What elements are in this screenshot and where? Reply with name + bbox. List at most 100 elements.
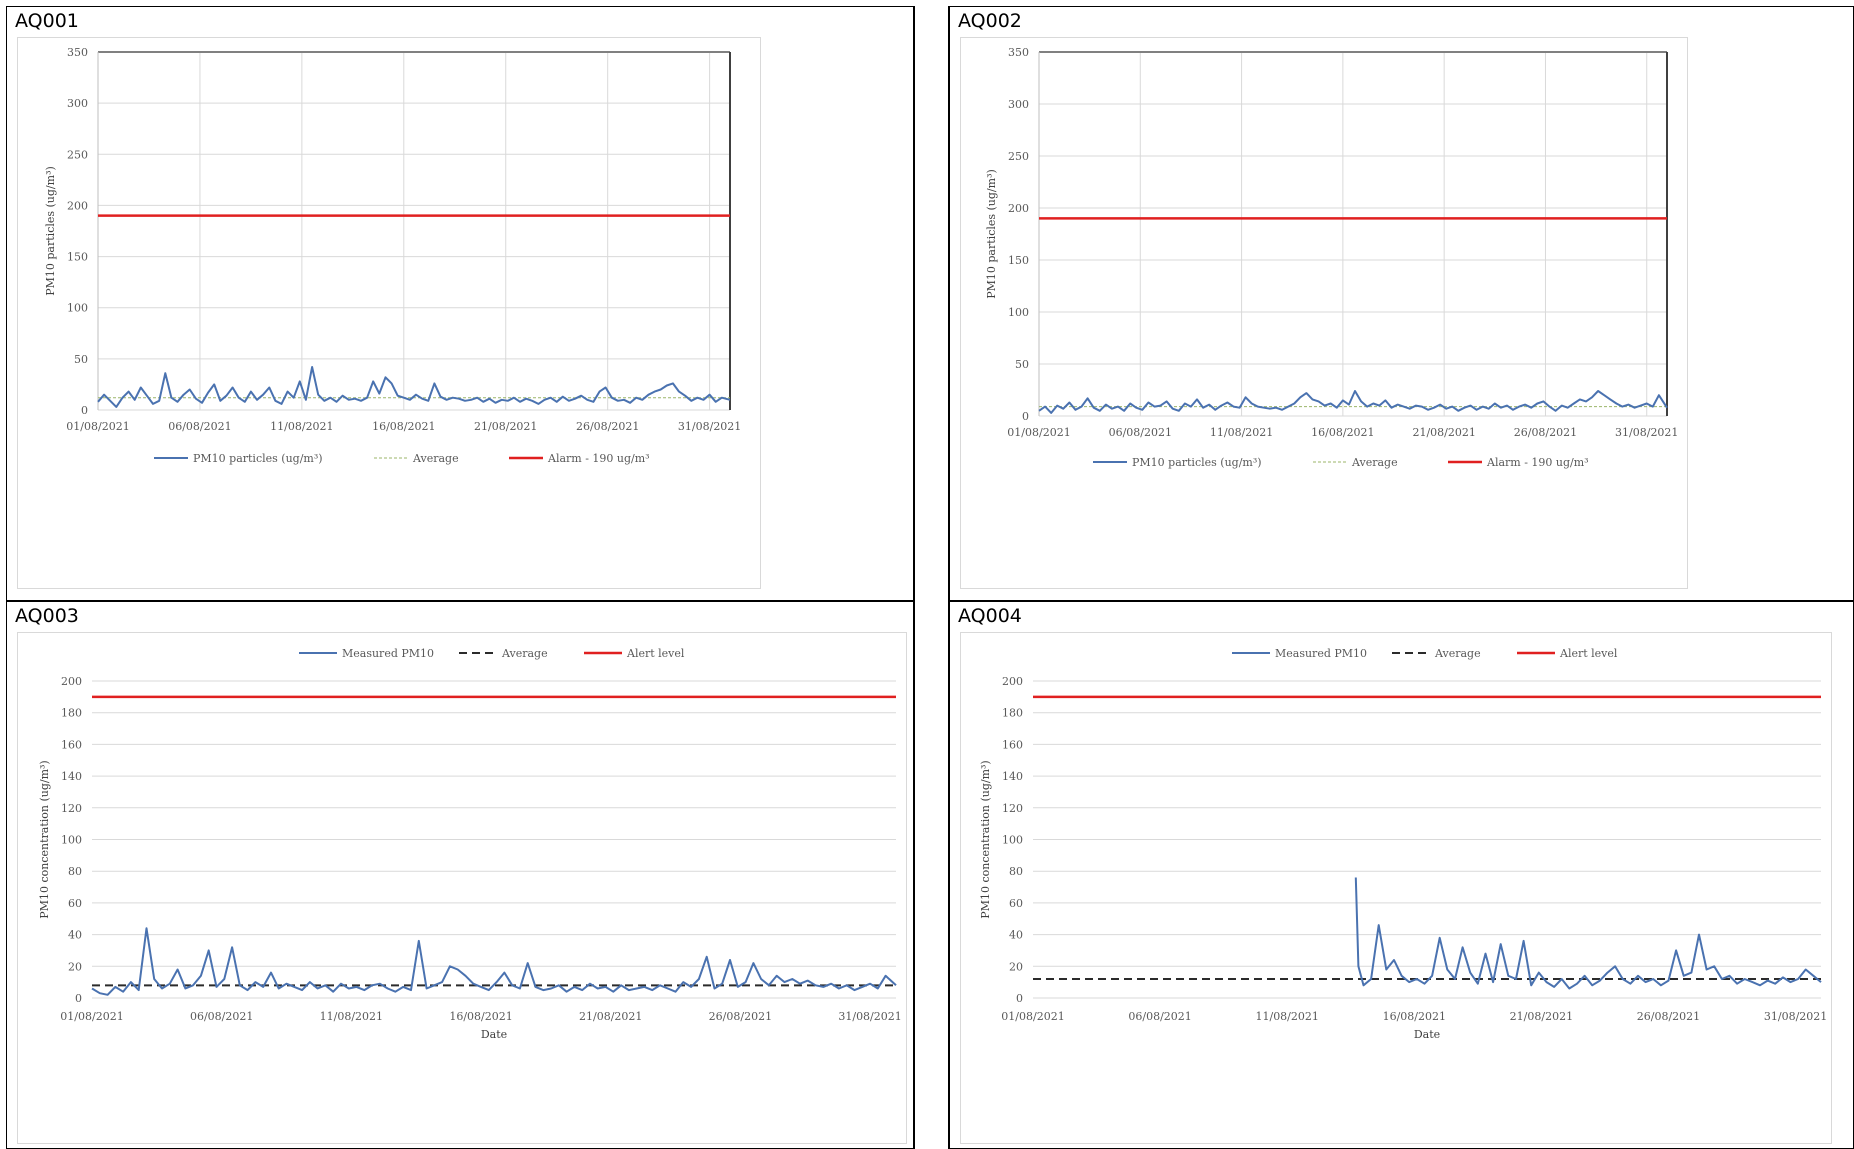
y-tick-label: 100 <box>61 834 82 847</box>
y-tick-label: 0 <box>1022 410 1029 423</box>
y-tick-label: 120 <box>61 802 82 815</box>
x-tick-label: 21/08/2021 <box>1412 426 1475 439</box>
y-tick-label: 120 <box>1002 802 1023 815</box>
x-axis-title: Date <box>481 1028 507 1041</box>
legend-label: Average <box>1434 647 1481 660</box>
y-tick-label: 20 <box>68 960 82 973</box>
x-tick-label: 06/08/2021 <box>190 1010 253 1023</box>
x-tick-label: 06/08/2021 <box>1128 1010 1191 1023</box>
y-tick-label: 40 <box>68 929 82 942</box>
legend-label: PM10 particles (ug/m³) <box>193 452 323 465</box>
x-tick-label: 16/08/2021 <box>1383 1010 1446 1023</box>
y-tick-label: 160 <box>61 738 82 751</box>
series-line <box>91 927 897 996</box>
cell-label: AQ004 <box>958 605 1022 627</box>
y-tick-label: 150 <box>67 251 88 264</box>
x-tick-label: 26/08/2021 <box>709 1010 772 1023</box>
legend: PM10 particles (ug/m³) Average Alarm - 190… <box>154 452 650 465</box>
x-tick-label: 01/08/2021 <box>66 420 129 433</box>
x-tick-label: 16/08/2021 <box>372 420 435 433</box>
y-tick-label: 80 <box>68 865 82 878</box>
y-axis-title: PM10 concentration (ug/m³) <box>38 760 51 918</box>
x-tick-label: 31/08/2021 <box>838 1010 901 1023</box>
chart-frame: 0 20 40 60 80 100 120 140 160 180 200 01/08/2021 06/… <box>960 632 1832 1144</box>
y-tick-label: 50 <box>74 353 88 366</box>
y-tick-label: 50 <box>1015 358 1029 371</box>
x-tick-label: 01/08/2021 <box>1001 1010 1064 1023</box>
x-tick-label: 26/08/2021 <box>1514 426 1577 439</box>
x-axis-title: Date <box>1414 1028 1440 1041</box>
y-tick-label: 250 <box>1008 150 1029 163</box>
chart-cell-aq003: AQ003 0 20 40 60 80 100 120 140 160 180 200 01/08/2… <box>6 601 914 1149</box>
x-tick-label: 06/08/2021 <box>168 420 231 433</box>
x-tick-label: 11/08/2021 <box>320 1010 383 1023</box>
x-tick-label: 01/08/2021 <box>1007 426 1070 439</box>
x-tick-label: 31/08/2021 <box>1615 426 1678 439</box>
y-tick-label: 200 <box>1002 675 1023 688</box>
y-tick-label: 150 <box>1008 254 1029 267</box>
chart-frame: 0 20 40 60 80 100 120 140 160 180 200 01/08/2021 06/… <box>17 632 907 1144</box>
legend-label: Alert level <box>1559 647 1618 660</box>
chart-cell-aq004: AQ004 0 20 40 60 80 100 120 140 160 180 200 01/08/2… <box>949 601 1854 1149</box>
x-tick-label: 06/08/2021 <box>1109 426 1172 439</box>
legend-label: Alarm - 190 ug/m³ <box>547 452 650 465</box>
x-tick-label: 16/08/2021 <box>449 1010 512 1023</box>
x-tick-label: 11/08/2021 <box>270 420 333 433</box>
legend-label: PM10 particles (ug/m³) <box>1132 456 1262 469</box>
x-tick-label: 26/08/2021 <box>576 420 639 433</box>
series-line <box>97 366 731 408</box>
x-tick-label: 31/08/2021 <box>678 420 741 433</box>
series-line <box>1038 390 1668 414</box>
y-tick-label: 180 <box>61 707 82 720</box>
legend-label: Average <box>1351 456 1398 469</box>
chart-cell-aq002: AQ002 0 50 100 150 200 250 300 350 01/08/2021 06/… <box>949 6 1854 601</box>
chart-svg-aq003: 0 20 40 60 80 100 120 140 160 180 200 01/08/2021 06/… <box>38 647 902 1041</box>
y-tick-label: 60 <box>68 897 82 910</box>
legend-label: Measured PM10 <box>1275 647 1367 660</box>
chart-svg-aq004: 0 20 40 60 80 100 120 140 160 180 200 01/08/2021 06/… <box>979 647 1827 1041</box>
y-axis-title: PM10 concentration (ug/m³) <box>979 760 992 918</box>
x-tick-label: 26/08/2021 <box>1637 1010 1700 1023</box>
x-tick-label: 16/08/2021 <box>1311 426 1374 439</box>
y-tick-label: 40 <box>1009 929 1023 942</box>
x-tick-label: 21/08/2021 <box>1510 1010 1573 1023</box>
legend: PM10 particles (ug/m³) Average Alarm - 190… <box>1093 456 1589 469</box>
y-axis-title: PM10 particles (ug/m³) <box>44 166 57 296</box>
table-gutter <box>914 6 949 1149</box>
legend-label: Alarm - 190 ug/m³ <box>1486 456 1589 469</box>
y-tick-label: 100 <box>1008 306 1029 319</box>
y-tick-label: 160 <box>1002 738 1023 751</box>
legend-label: Alert level <box>626 647 685 660</box>
y-tick-label: 300 <box>67 97 88 110</box>
y-tick-label: 200 <box>61 675 82 688</box>
x-tick-label: 21/08/2021 <box>579 1010 642 1023</box>
y-tick-label: 140 <box>61 770 82 783</box>
chart-frame: 0 50 100 150 200 250 300 350 01/08/2021 06/08/202… <box>17 37 761 589</box>
legend-label: Average <box>501 647 548 660</box>
chart-svg-aq002: 0 50 100 150 200 250 300 350 01/08/2021 06/08/202… <box>985 46 1678 469</box>
legend: Measured PM10 Average Alert level <box>1232 647 1618 660</box>
y-tick-label: 300 <box>1008 98 1029 111</box>
legend-label: Measured PM10 <box>342 647 434 660</box>
y-tick-label: 350 <box>67 46 88 59</box>
y-tick-label: 20 <box>1009 960 1023 973</box>
y-tick-label: 140 <box>1002 770 1023 783</box>
series-line <box>1354 877 1822 990</box>
y-tick-label: 250 <box>67 148 88 161</box>
y-tick-label: 0 <box>75 992 82 1005</box>
y-tick-label: 200 <box>67 199 88 212</box>
x-tick-label: 11/08/2021 <box>1210 426 1273 439</box>
legend-label: Average <box>412 452 459 465</box>
cell-label: AQ003 <box>15 605 79 627</box>
y-tick-label: 100 <box>67 302 88 315</box>
chart-frame: 0 50 100 150 200 250 300 350 01/08/2021 06/08/202… <box>960 37 1688 589</box>
y-axis-title: PM10 particles (ug/m³) <box>985 169 998 299</box>
legend: Measured PM10 Average Alert level <box>299 647 685 660</box>
y-tick-label: 350 <box>1008 46 1029 59</box>
x-tick-label: 21/08/2021 <box>474 420 537 433</box>
y-tick-label: 200 <box>1008 202 1029 215</box>
y-tick-label: 80 <box>1009 865 1023 878</box>
y-tick-label: 0 <box>1016 992 1023 1005</box>
x-tick-label: 01/08/2021 <box>60 1010 123 1023</box>
